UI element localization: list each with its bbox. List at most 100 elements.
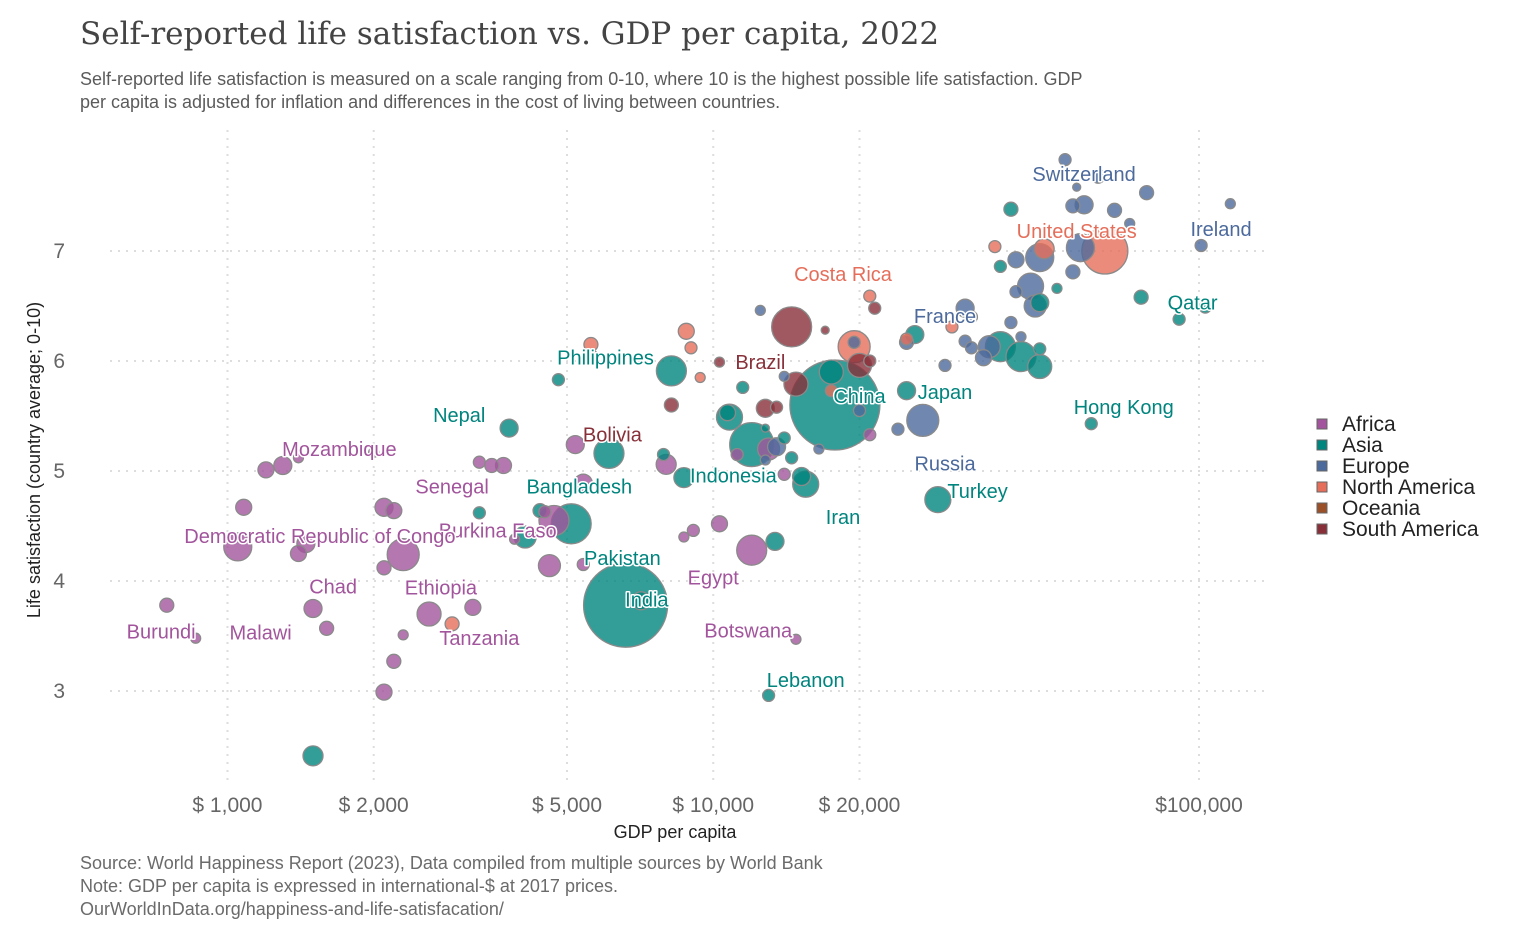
bubble (891, 422, 905, 436)
bubble (1007, 251, 1025, 269)
bubble (783, 371, 809, 397)
bubble (551, 373, 566, 387)
bubble (257, 461, 275, 479)
bubble (1133, 289, 1149, 305)
bubble (778, 370, 790, 383)
bubble (754, 304, 766, 317)
bubble (292, 452, 305, 464)
bubble (631, 591, 651, 611)
bubble (759, 454, 771, 466)
bubble (765, 531, 785, 552)
country-label: Qatar (1168, 293, 1218, 315)
bubble (694, 371, 706, 384)
bubble (444, 616, 460, 632)
bubble (924, 485, 952, 514)
y-tick-label: 3 (53, 680, 65, 703)
country-label: Egypt (688, 568, 740, 590)
bubble (1224, 198, 1236, 210)
x-tick-label: $ 20,000 (819, 794, 901, 817)
bubble (386, 653, 402, 669)
bubble (273, 455, 293, 476)
bubble (964, 341, 979, 355)
bubble (791, 466, 812, 487)
bubble (988, 239, 1002, 254)
country-label: Botswana (704, 621, 793, 643)
bubble (397, 629, 409, 641)
country-label: Turkey (947, 481, 1007, 503)
legend-label: Asia (1342, 434, 1383, 457)
bubble (1194, 238, 1208, 253)
y-axis-label: Life satisfaction (country average; 0-10… (24, 302, 44, 618)
bubble (1124, 217, 1136, 230)
country-label: Chad (309, 577, 357, 599)
y-tick-label: 5 (53, 460, 65, 483)
bubble (868, 301, 882, 315)
country-label: Tanzania (439, 628, 520, 650)
country-label: Malawi (229, 623, 291, 645)
bubble (974, 349, 993, 367)
bubble (684, 341, 698, 355)
bubble (303, 598, 323, 619)
bubble (190, 632, 202, 644)
bubble (1065, 264, 1081, 280)
country-label: Bolivia (583, 425, 643, 447)
legend-swatch (1316, 439, 1328, 451)
bubble (235, 498, 253, 516)
bubble (472, 506, 487, 520)
bubble (223, 532, 253, 562)
legend-label: Europe (1342, 455, 1410, 478)
bubble (1009, 285, 1023, 299)
country-label: Burundi (127, 622, 196, 644)
bubble (318, 620, 335, 636)
bubble (1033, 238, 1055, 260)
bubble (777, 467, 791, 481)
bubble (820, 325, 830, 335)
bubble (899, 332, 914, 346)
country-label: Ethiopia (405, 578, 478, 600)
bubble (993, 259, 1008, 274)
source-url: OurWorldInData.org/happiness-and-life-sa… (80, 899, 504, 919)
bubble (663, 397, 680, 413)
bubble (1065, 233, 1096, 263)
bubble (1004, 315, 1018, 330)
country-label: Democratic Republic of Congo (184, 526, 455, 548)
country-label: China (833, 386, 886, 408)
source-note: Source: World Happiness Report (2023), D… (80, 853, 823, 873)
bubble (964, 310, 979, 324)
bubble (1027, 353, 1053, 380)
bubble (852, 403, 867, 418)
bubble (593, 437, 625, 470)
bubble (760, 423, 770, 433)
bubble (565, 434, 585, 455)
bubble (1051, 282, 1063, 295)
bubble (1172, 312, 1186, 326)
bubble (673, 466, 695, 489)
legend-swatch (1316, 523, 1328, 535)
chart-title: Self-reported life satisfaction vs. GDP … (80, 16, 940, 52)
country-label: Russia (914, 453, 976, 475)
bubble (1198, 300, 1212, 314)
bubble (710, 515, 729, 533)
bubble (289, 544, 308, 563)
bubble (906, 403, 940, 438)
bubble (472, 455, 487, 469)
country-label: Japan (918, 382, 973, 404)
bubble (863, 354, 877, 368)
bubble (730, 447, 744, 462)
legend-swatch (1316, 481, 1328, 493)
x-tick-label: $ 10,000 (672, 794, 754, 817)
country-label: United States (1017, 221, 1137, 243)
bubble (1138, 185, 1155, 201)
x-axis-label: GDP per capita (614, 822, 738, 842)
chart-subtitle: Self-reported life satisfaction is measu… (80, 69, 1083, 112)
bubble (824, 384, 838, 398)
bubble (945, 320, 959, 334)
bubble (790, 633, 802, 645)
bubble (736, 380, 750, 395)
bubble (1033, 342, 1047, 356)
x-tick-label: $ 2,000 (339, 794, 409, 817)
x-tick-label: $100,000 (1155, 794, 1243, 817)
country-labels: Switzerland Ireland United States Costa Ric… (125, 163, 1253, 694)
country-label: Costa Rica (794, 264, 893, 286)
